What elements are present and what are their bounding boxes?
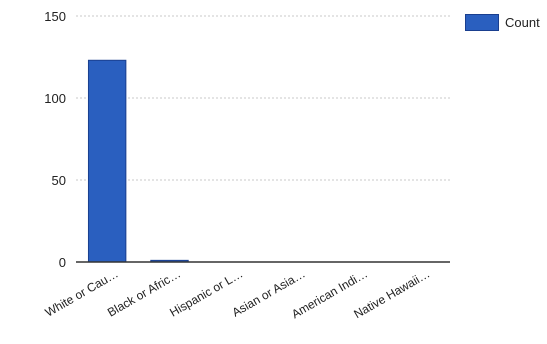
bar bbox=[87, 59, 127, 263]
legend-swatch bbox=[465, 14, 499, 31]
legend-label: Count bbox=[505, 15, 540, 30]
y-tick-label: 0 bbox=[59, 255, 66, 270]
legend: Count bbox=[465, 14, 540, 31]
y-tick-label: 50 bbox=[52, 173, 66, 188]
y-tick-label: 150 bbox=[44, 9, 66, 24]
y-tick-label: 100 bbox=[44, 91, 66, 106]
